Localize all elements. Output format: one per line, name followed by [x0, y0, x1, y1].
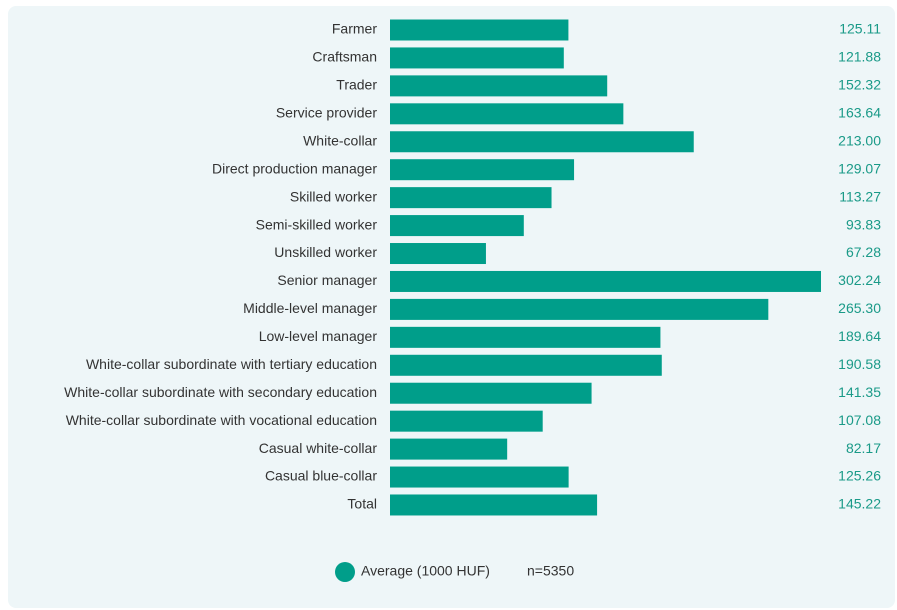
value-label: 107.08: [838, 412, 881, 428]
bar: [390, 131, 694, 153]
category-label: Service provider: [276, 105, 377, 121]
category-label: White-collar: [303, 132, 377, 148]
value-label: 189.64: [838, 328, 881, 344]
category-label: Unskilled worker: [274, 244, 377, 260]
value-label: 152.32: [838, 77, 881, 93]
bar: [390, 103, 624, 125]
bar: [390, 466, 569, 488]
value-label: 125.26: [838, 468, 881, 484]
value-label: 113.27: [839, 188, 881, 204]
category-label: White-collar subordinate with secondary …: [64, 384, 377, 400]
value-label: 93.83: [846, 216, 881, 232]
bar: [390, 243, 486, 265]
category-label: Craftsman: [312, 49, 377, 65]
bar: [390, 298, 769, 320]
value-label: 302.24: [838, 272, 881, 288]
bar: [390, 215, 524, 237]
category-label: Trader: [336, 77, 377, 93]
category-label: Skilled worker: [290, 188, 377, 204]
category-label: Semi-skilled worker: [256, 216, 378, 232]
bar: [390, 382, 592, 404]
bar: [390, 354, 662, 376]
category-label: White-collar subordinate with tertiary e…: [86, 356, 377, 372]
category-label: Direct production manager: [212, 160, 377, 176]
category-label: Farmer: [332, 21, 377, 37]
value-label: 129.07: [838, 160, 881, 176]
bar: [390, 410, 543, 432]
category-label: Middle-level manager: [243, 300, 377, 316]
annotation: n=5350: [527, 563, 574, 579]
category-label: Total: [347, 496, 377, 512]
value-label: 67.28: [846, 244, 881, 260]
value-label: 190.58: [838, 356, 881, 372]
value-label: 125.11: [839, 21, 881, 37]
value-label: 82.17: [846, 440, 881, 456]
category-label: Casual white-collar: [259, 440, 378, 456]
bar: [390, 494, 598, 516]
category-label: Senior manager: [277, 272, 377, 288]
value-label: 265.30: [838, 300, 881, 316]
bar: [390, 326, 661, 348]
value-label: 145.22: [838, 496, 881, 512]
value-label: 141.35: [838, 384, 881, 400]
bar: [390, 159, 575, 181]
category-label: Casual blue-collar: [265, 468, 377, 484]
legend-label: Average (1000 HUF): [361, 563, 490, 579]
legend-marker: [335, 562, 355, 582]
bar: [390, 438, 508, 460]
bar: [390, 47, 564, 69]
value-label: 163.64: [838, 105, 881, 121]
category-label: Low-level manager: [259, 328, 378, 344]
bar: [390, 75, 608, 97]
value-label: 213.00: [838, 132, 881, 148]
bar: [390, 19, 569, 41]
bar: [390, 270, 821, 292]
category-label: White-collar subordinate with vocational…: [66, 412, 377, 428]
bar: [390, 187, 552, 209]
value-label: 121.88: [838, 49, 881, 65]
